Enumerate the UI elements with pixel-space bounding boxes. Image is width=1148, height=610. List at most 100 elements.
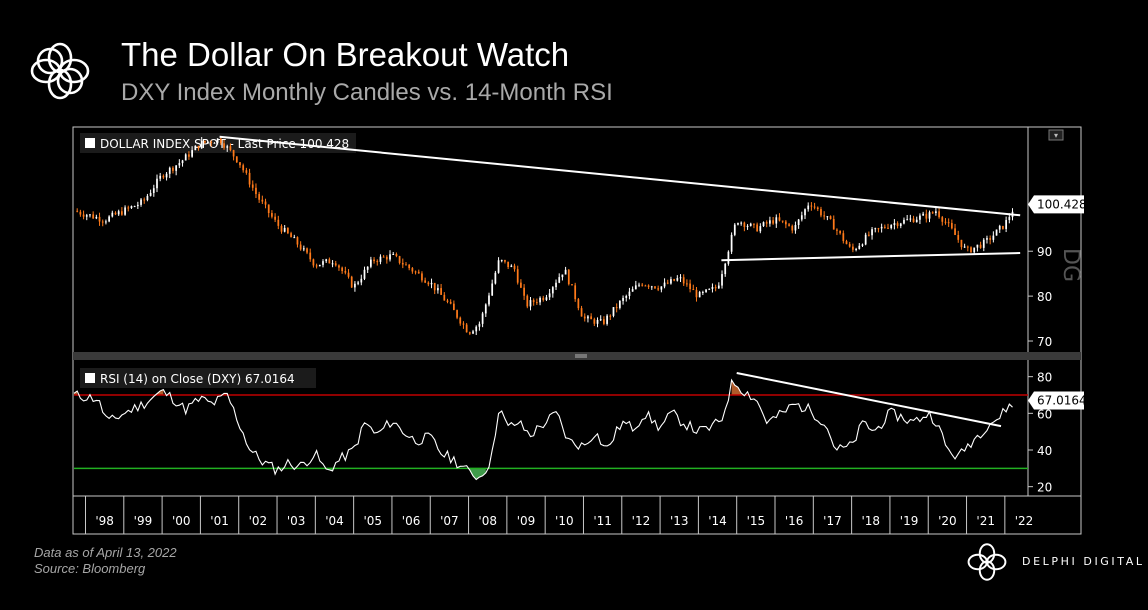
page-title: The Dollar On Breakout Watch [121,36,570,73]
price-candle [481,313,484,324]
price-candle [947,222,950,224]
price-candle [130,206,133,208]
price-candle [558,277,561,283]
price-candle [315,265,318,267]
price-candle [133,206,136,208]
price-candle [277,219,280,226]
price-candle [354,283,356,288]
rsi-y-tick-label: 60 [1037,407,1052,421]
price-candle [523,287,525,296]
price-candle [114,212,117,215]
price-candle [609,315,612,317]
price-candle [395,253,398,257]
price-candle [673,279,676,281]
price-candle [299,244,302,250]
price-candle [625,295,628,298]
price-candle [398,256,401,263]
x-tick-label: '15 [747,514,766,528]
price-candle [462,323,465,325]
price-candle [574,285,577,300]
price-candle [497,260,500,273]
x-tick-label: '20 [938,514,957,528]
price-candle [759,226,762,232]
price-candle [95,216,98,219]
price-candle [791,225,794,231]
price-candle [689,283,691,290]
price-trendline-upper [219,135,1021,217]
price-candle [692,289,695,291]
price-candle [727,251,730,264]
x-tick-label: '11 [593,514,612,528]
price-candle [593,319,596,324]
price-candle [200,140,203,149]
price-candle [89,214,91,216]
price-candle [162,175,165,178]
rsi-overbought-fill [731,380,742,395]
price-candle [149,192,152,196]
price-candle [686,283,688,285]
price-candle [714,287,717,289]
price-candle [903,219,905,224]
price-candle [159,175,162,179]
price-candle [532,300,535,303]
price-candle [76,210,79,212]
x-tick-label: '04 [325,514,344,528]
chart-menu-button[interactable] [1048,129,1064,141]
price-candle [459,317,462,324]
price-candle [1002,225,1004,229]
price-candle [545,297,548,300]
price-candle [842,233,845,242]
price-candle [874,228,877,230]
price-candle [101,221,104,223]
price-candle [883,226,886,228]
price-candle [622,297,624,301]
price-candle [452,303,455,311]
price-candle [788,224,790,226]
price-candle [970,247,972,253]
price-candle [520,282,522,288]
price-candle [127,207,130,209]
rsi-legend-text: RSI (14) on Close (DXY) 67.0164 [100,372,295,386]
price-candle [494,272,497,284]
price-candle [366,266,369,270]
price-candle [280,225,283,232]
price-candle [992,235,995,240]
price-candle [816,207,819,210]
price-candle [181,160,184,164]
price-candle [826,216,829,218]
price-candle [140,199,142,205]
page-subtitle: DXY Index Monthly Candles vs. 14-Month R… [121,79,613,106]
price-candle [832,219,835,230]
price-candle [251,184,254,188]
price-candle [794,225,797,231]
price-candle [599,319,602,321]
x-tick-label: '16 [785,514,804,528]
price-candle [797,219,800,226]
price-candle [184,154,187,161]
price-candle [877,228,880,230]
x-tick-label: '21 [976,514,995,528]
x-tick-label: '14 [708,514,727,528]
price-candle [919,215,921,220]
price-candle [839,230,842,234]
price-candle [488,295,490,305]
price-candle [382,256,385,258]
price-candle [650,286,653,288]
price-candle [743,222,746,227]
price-candle [136,204,139,207]
price-candle [414,271,417,273]
source-note: Source: Bloomberg [34,561,146,576]
price-candle [810,205,813,207]
price-candle [309,252,312,260]
price-candle [829,216,832,220]
price-candle [232,150,235,157]
price-candle [931,212,934,214]
price-candle [328,259,331,264]
price-candle [513,265,516,270]
x-tick-label: '10 [555,514,574,528]
price-candle [504,260,506,262]
price-candle [631,289,634,292]
price-candle [255,187,257,195]
rsi-last-value-label: 67.0164 [1037,393,1084,407]
price-candle [204,140,206,143]
